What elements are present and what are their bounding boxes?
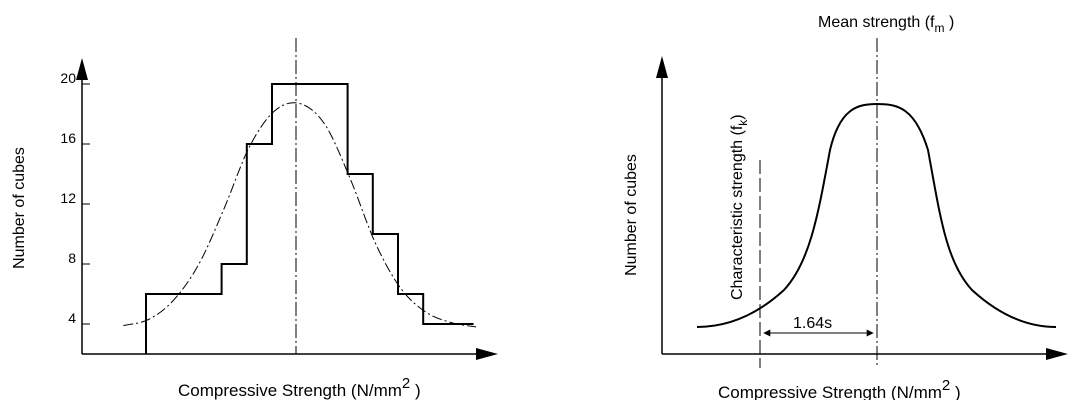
histogram-bar bbox=[322, 84, 347, 354]
y-tick-label: 4 bbox=[68, 310, 76, 326]
y-tick-label: 8 bbox=[68, 250, 76, 266]
x-axis-label: Compressive Strength (N/mm2 ) bbox=[178, 375, 421, 400]
mean-strength-label: Mean strength (fm ) bbox=[818, 14, 954, 35]
x-axis-arrow-icon bbox=[1046, 348, 1068, 360]
characteristic-strength-label: Characteristic strength (fk) bbox=[729, 114, 750, 300]
y-axis-arrow-icon bbox=[656, 56, 668, 78]
histogram-chart: 4 8 12 16 20 Number of cubes Compressive Str… bbox=[11, 38, 498, 400]
histogram-bar bbox=[423, 324, 473, 354]
y-tick-group: 4 8 12 16 20 bbox=[60, 70, 90, 326]
histogram-bar bbox=[373, 234, 398, 354]
y-tick-label: 12 bbox=[60, 190, 76, 206]
x-axis-label: Compressive Strength (N/mm2 ) bbox=[718, 377, 961, 400]
y-tick-label: 16 bbox=[60, 130, 76, 146]
histogram-outline bbox=[145, 83, 474, 354]
histogram-bar bbox=[398, 294, 423, 354]
y-tick-label: 20 bbox=[60, 70, 76, 86]
distribution-chart: 1.64s Mean strength (fm ) Characteristic… bbox=[623, 14, 1068, 400]
x-axis-arrow-icon bbox=[476, 348, 498, 360]
y-axis-arrow-icon bbox=[76, 58, 88, 80]
histogram-bars bbox=[146, 84, 474, 354]
normal-curve bbox=[123, 102, 477, 328]
histogram-bar bbox=[348, 174, 373, 354]
histogram-bar bbox=[222, 264, 247, 354]
offset-label: 1.64s bbox=[793, 315, 832, 332]
histogram-bar bbox=[272, 84, 322, 354]
histogram-bar bbox=[247, 144, 272, 354]
histogram-bar bbox=[196, 294, 221, 354]
y-axis-label: Number of cubes bbox=[623, 154, 640, 276]
y-axis-label: Number of cubes bbox=[11, 147, 28, 269]
